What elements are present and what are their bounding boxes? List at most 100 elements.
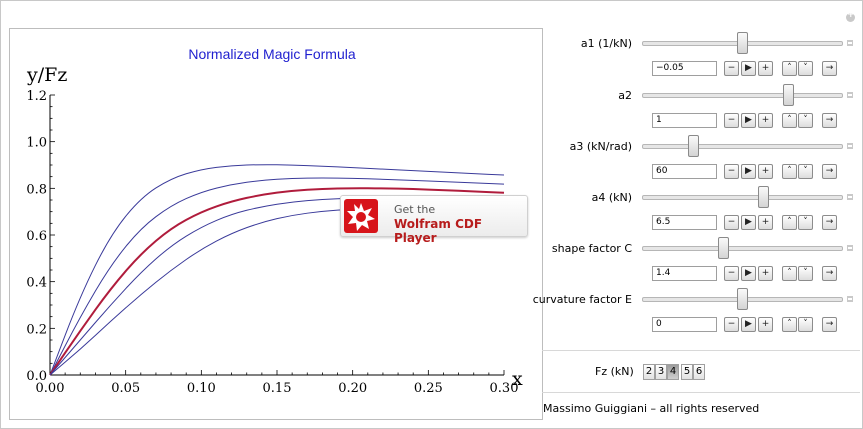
- play-button[interactable]: ▶: [741, 164, 756, 179]
- minus-button[interactable]: −: [724, 317, 739, 332]
- x-tick-label: 0.05: [111, 381, 140, 396]
- plot-panel: Normalized Magic Formula y/Fz x 0.00 0.05…: [9, 28, 543, 420]
- control-label: shape factor C: [551, 242, 632, 255]
- plus-button[interactable]: +: [758, 164, 773, 179]
- expand-control-icon[interactable]: [847, 194, 853, 200]
- direction-button[interactable]: →: [822, 317, 837, 332]
- play-button[interactable]: ▶: [741, 317, 756, 332]
- y-tick-label: 0.2: [26, 322, 47, 337]
- wolfram-spikey-logo: [344, 199, 378, 233]
- fz-option-2[interactable]: 2: [643, 364, 655, 380]
- control-label: a2: [618, 89, 632, 102]
- faster-button[interactable]: ˄: [782, 61, 797, 76]
- slower-button[interactable]: ˅: [798, 317, 813, 332]
- badge-line-2: Wolfram CDF Player: [394, 217, 483, 245]
- slower-button[interactable]: ˅: [798, 164, 813, 179]
- fz-option-4[interactable]: 4: [667, 364, 679, 380]
- direction-button[interactable]: →: [822, 61, 837, 76]
- direction-button[interactable]: →: [822, 215, 837, 230]
- plus-button[interactable]: +: [758, 266, 773, 281]
- x-tick-label: 0.00: [36, 381, 65, 396]
- y-tick-label: 0.6: [26, 229, 47, 244]
- series-line: [49, 164, 505, 376]
- faster-button[interactable]: ˄: [782, 164, 797, 179]
- slider-thumb[interactable]: [757, 186, 769, 208]
- direction-button[interactable]: →: [822, 164, 837, 179]
- x-tick-label: 0.30: [490, 381, 519, 396]
- expand-control-icon[interactable]: [847, 92, 853, 98]
- x-tick-label: 0.15: [263, 381, 292, 396]
- plus-button[interactable]: +: [758, 61, 773, 76]
- expand-control-icon[interactable]: [847, 245, 853, 251]
- minus-button[interactable]: −: [724, 113, 739, 128]
- slider-thumb[interactable]: [718, 237, 729, 259]
- series-line: [49, 177, 505, 376]
- control-label: a3 (kN/rad): [569, 140, 632, 153]
- fz-option-6[interactable]: 6: [693, 364, 705, 380]
- badge-line-1: Get the: [394, 203, 436, 216]
- control-label: curvature factor E: [532, 293, 632, 306]
- plus-button[interactable]: +: [758, 113, 773, 128]
- control-label: a1 (1/kN): [580, 37, 632, 50]
- slower-button[interactable]: ˅: [798, 61, 813, 76]
- slower-button[interactable]: ˅: [798, 215, 813, 230]
- minus-button[interactable]: −: [724, 266, 739, 281]
- play-button[interactable]: ▶: [741, 215, 756, 230]
- divider: [542, 392, 860, 393]
- slider-track[interactable]: [642, 246, 843, 251]
- value-field[interactable]: −0.05: [652, 61, 717, 76]
- x-tick-label: 0.25: [414, 381, 443, 396]
- expand-control-icon[interactable]: [847, 296, 853, 302]
- plus-button[interactable]: +: [758, 317, 773, 332]
- slider-track[interactable]: [642, 195, 843, 200]
- faster-button[interactable]: ˄: [782, 113, 797, 128]
- credit-text: Massimo Guiggiani – all rights reserved: [543, 402, 760, 415]
- play-button[interactable]: ▶: [741, 113, 756, 128]
- y-tick-label: 0.0: [26, 369, 47, 384]
- slower-button[interactable]: ˅: [798, 113, 813, 128]
- faster-button[interactable]: ˄: [782, 215, 797, 230]
- faster-button[interactable]: ˄: [782, 317, 797, 332]
- minus-button[interactable]: −: [724, 215, 739, 230]
- chart-title: Normalized Magic Formula: [188, 46, 355, 62]
- value-field[interactable]: 0: [652, 317, 717, 332]
- value-field[interactable]: 60: [652, 164, 717, 179]
- minus-button[interactable]: −: [724, 164, 739, 179]
- plus-button[interactable]: +: [758, 215, 773, 230]
- play-button[interactable]: ▶: [741, 266, 756, 281]
- fz-label: Fz (kN): [595, 365, 634, 378]
- slider-thumb[interactable]: [782, 84, 794, 106]
- expand-control-icon[interactable]: [847, 143, 853, 149]
- fz-option-5[interactable]: 5: [681, 364, 693, 380]
- slider-thumb[interactable]: [737, 32, 748, 54]
- slider-track[interactable]: [642, 93, 843, 98]
- slower-button[interactable]: ˅: [798, 266, 813, 281]
- divider: [542, 350, 860, 351]
- cdf-player-badge[interactable]: Get the Wolfram CDF Player: [340, 195, 528, 245]
- fz-option-3[interactable]: 3: [655, 364, 667, 380]
- y-tick-label: 1.2: [26, 89, 47, 104]
- y-axis-label: y/Fz: [26, 64, 67, 86]
- value-field[interactable]: 1.4: [652, 266, 717, 281]
- direction-button[interactable]: →: [822, 113, 837, 128]
- direction-button[interactable]: →: [822, 266, 837, 281]
- value-field[interactable]: 1: [652, 113, 717, 128]
- x-tick-label: 0.20: [338, 381, 367, 396]
- series-line: [49, 187, 505, 376]
- play-button[interactable]: ▶: [741, 61, 756, 76]
- faster-button[interactable]: ˄: [782, 266, 797, 281]
- slider-track[interactable]: [642, 144, 843, 149]
- expand-options-icon[interactable]: [846, 10, 855, 22]
- slider-thumb[interactable]: [687, 135, 699, 157]
- y-tick-label: 0.4: [26, 276, 47, 291]
- value-field[interactable]: 6.5: [652, 215, 717, 230]
- x-tick-label: 0.10: [187, 381, 216, 396]
- x-axis-label: x: [512, 368, 523, 390]
- axes: 0.00 0.05 0.10 0.15 0.20 0.25 0.30 0.0 0.2 0.4 0.6…: [26, 89, 518, 396]
- control-label: a4 (kN): [591, 191, 632, 204]
- slider-thumb[interactable]: [737, 288, 748, 310]
- expand-control-icon[interactable]: [847, 40, 853, 46]
- minus-button[interactable]: −: [724, 61, 739, 76]
- y-tick-label: 1.0: [26, 136, 47, 151]
